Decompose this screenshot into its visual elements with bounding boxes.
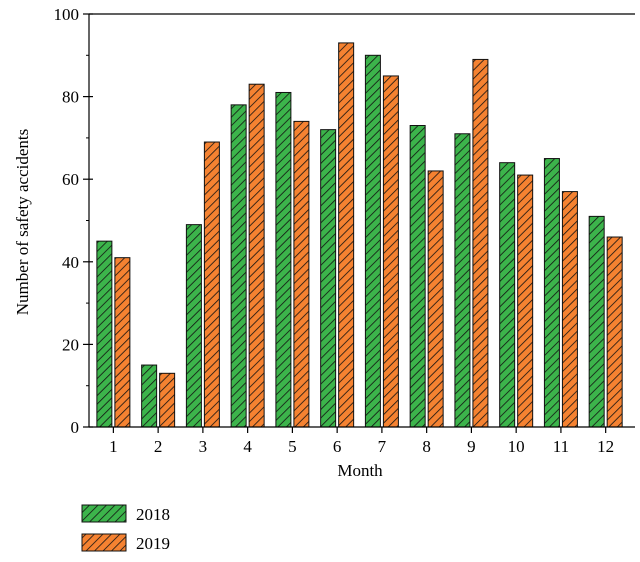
legend-label-2018: 2018 — [136, 505, 170, 524]
x-tick-label-10: 10 — [508, 437, 525, 456]
bar-2019-month-11 — [561, 191, 578, 428]
bar-2018-month-7 — [364, 54, 381, 428]
legend: 2018 2019 — [81, 504, 170, 553]
bar-2019-month-3 — [203, 141, 220, 428]
x-tick-label-6: 6 — [333, 437, 342, 456]
bar-2019-month-12 — [606, 236, 623, 428]
y-tick-label-40: 40 — [62, 253, 79, 272]
y-tick-label-60: 60 — [62, 170, 79, 189]
bar-2018-month-8 — [409, 125, 426, 428]
y-ticks-group: 0 20 40 60 80 100 — [54, 5, 93, 437]
x-tick-label-3: 3 — [199, 437, 208, 456]
bar-2019-month-6 — [338, 42, 355, 428]
legend-label-2019: 2019 — [136, 534, 170, 553]
bar-2019-month-7 — [382, 75, 399, 428]
x-tick-label-4: 4 — [243, 437, 252, 456]
y-tick-label-0: 0 — [71, 418, 80, 437]
x-ticks-group: 1 2 3 4 5 6 7 8 9 10 11 12 — [109, 427, 614, 456]
bar-2019-month-5 — [293, 120, 310, 428]
legend-swatch-2018 — [81, 504, 127, 523]
bar-2019-month-4 — [248, 83, 265, 428]
bar-2018-month-9 — [454, 133, 471, 428]
x-tick-label-11: 11 — [553, 437, 569, 456]
x-tick-label-7: 7 — [378, 437, 387, 456]
bar-2018-month-5 — [275, 91, 292, 428]
bar-2019-month-9 — [472, 58, 489, 428]
bar-2018-month-3 — [185, 224, 202, 428]
bar-2018-month-11 — [543, 158, 560, 428]
bar-2018-month-10 — [499, 162, 516, 428]
bar-2019-month-8 — [427, 170, 444, 428]
bars-group — [96, 42, 623, 428]
x-tick-label-2: 2 — [154, 437, 163, 456]
bar-2019-month-10 — [517, 174, 534, 428]
legend-swatch-2019 — [81, 533, 127, 552]
bar-2019-month-2 — [159, 372, 176, 428]
x-tick-label-1: 1 — [109, 437, 118, 456]
bar-2018-month-12 — [588, 215, 605, 428]
bar-2018-month-6 — [320, 129, 337, 428]
bar-2018-month-1 — [96, 240, 113, 428]
bar-2018-month-2 — [141, 364, 158, 428]
y-tick-label-80: 80 — [62, 88, 79, 107]
x-tick-label-12: 12 — [597, 437, 614, 456]
x-tick-label-8: 8 — [422, 437, 431, 456]
x-tick-label-9: 9 — [467, 437, 476, 456]
y-tick-label-20: 20 — [62, 335, 79, 354]
x-tick-label-5: 5 — [288, 437, 297, 456]
y-tick-label-100: 100 — [54, 5, 80, 24]
bar-2018-month-4 — [230, 104, 247, 428]
y-axis-title: Number of safety accidents — [13, 129, 32, 315]
bar-2019-month-1 — [114, 257, 131, 428]
x-axis-title: Month — [337, 461, 383, 480]
